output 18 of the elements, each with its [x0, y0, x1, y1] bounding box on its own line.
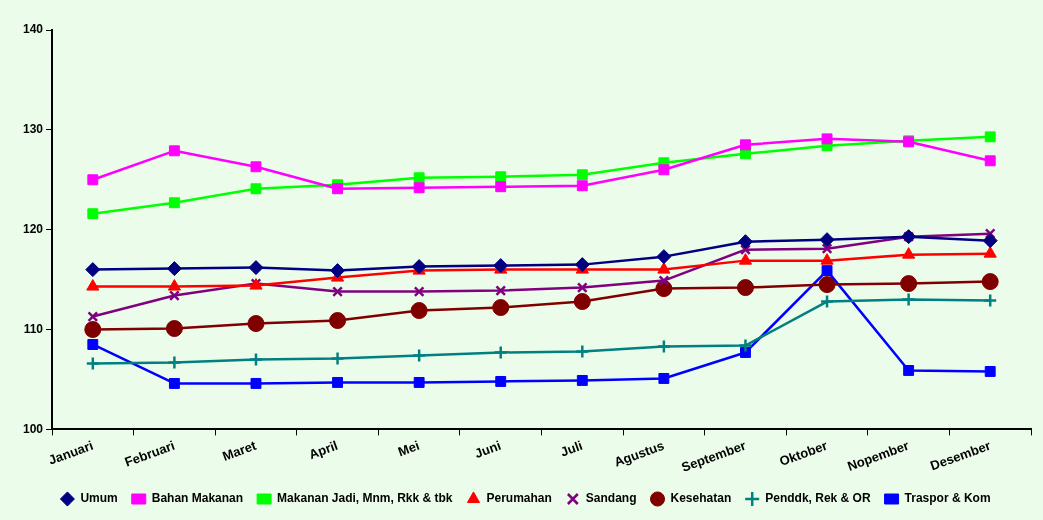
x-tick-label: April — [306, 437, 340, 462]
y-tick-label: 140 — [22, 22, 44, 37]
y-tick-label: 130 — [22, 122, 44, 137]
legend-label: Perumahan — [486, 491, 552, 506]
y-tick-label: 120 — [22, 221, 44, 236]
x-tick-label: Maret — [220, 437, 259, 464]
y-tick-label: 110 — [23, 321, 44, 336]
x-tick-label: Juni — [472, 437, 503, 462]
x-tick-label: Juli — [558, 437, 585, 460]
legend-label: Penddk, Rek & OR — [765, 491, 871, 506]
legend-label: Umum — [80, 491, 118, 506]
legend-label: Kesehatan — [670, 491, 732, 506]
legend-label: Sandang — [585, 491, 637, 506]
legend-label: Traspor & Kom — [904, 491, 991, 506]
legend-label: Bahan Makanan — [151, 491, 244, 506]
legend-label: Makanan Jadi, Mnm, Rkk & tbk — [277, 491, 453, 506]
x-tick-label: Mei — [395, 437, 422, 460]
y-tick-label: 100 — [22, 421, 44, 436]
